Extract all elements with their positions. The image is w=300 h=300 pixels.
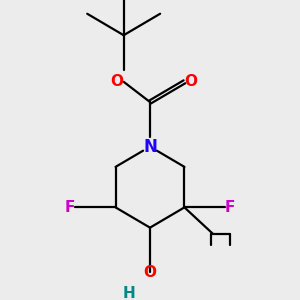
Text: F: F: [225, 200, 235, 215]
Text: O: O: [111, 74, 124, 89]
Text: F: F: [65, 200, 75, 215]
Text: H: H: [123, 286, 136, 300]
Text: N: N: [143, 138, 157, 156]
Text: O: O: [143, 265, 157, 280]
Text: O: O: [184, 74, 197, 89]
